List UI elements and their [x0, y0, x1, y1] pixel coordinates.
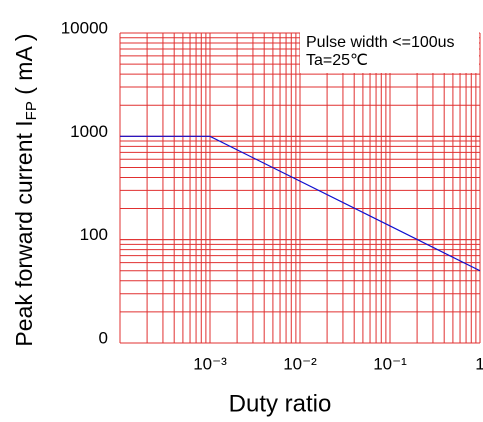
x-tick-label: 10⁻³ [193, 354, 227, 373]
annotation: Ta=25℃ [306, 52, 368, 69]
y-axis-label: Peak forward current IFP ( mA ) [11, 33, 40, 346]
y-label-text: Peak forward current I [11, 120, 37, 346]
y-tick-label: 100 [80, 225, 108, 244]
y-tick-label: 0 [99, 328, 108, 347]
x-tick-label: 10⁻¹ [373, 354, 407, 373]
y-label-unit: ( mA ) [11, 33, 37, 101]
y-tick-label: 10000 [61, 18, 108, 37]
grid [119, 32, 481, 344]
x-tick-label: 10⁻² [283, 354, 317, 373]
annotation-box [300, 31, 479, 73]
x-tick-label: 1 [475, 354, 483, 373]
annotation: Pulse width <=100us [306, 34, 455, 51]
data-line [120, 135, 481, 272]
y-tick-label: 1000 [70, 122, 108, 141]
x-axis-label: Duty ratio [229, 390, 332, 417]
y-label-subscript: FP [23, 101, 40, 120]
